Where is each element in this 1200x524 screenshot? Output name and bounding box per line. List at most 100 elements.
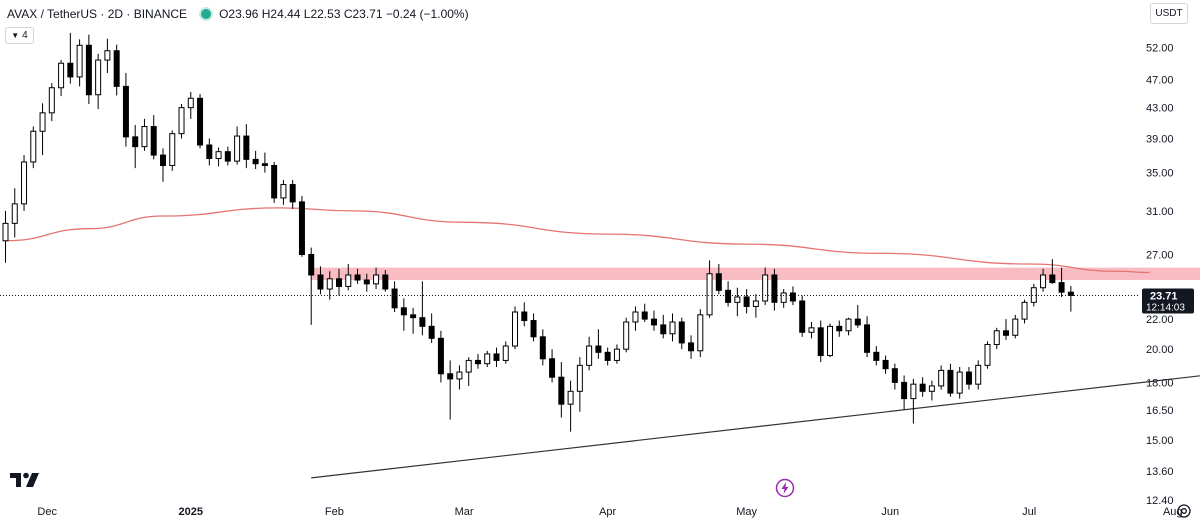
- candle-body-up: [623, 321, 630, 350]
- candle-body-up: [826, 325, 833, 357]
- y-tick-label: 13.60: [1146, 466, 1174, 478]
- tradingview-logo-icon[interactable]: [10, 471, 40, 489]
- y-tick-label: 47.00: [1146, 75, 1174, 87]
- candle-body-down: [363, 279, 370, 285]
- candle-body-down: [437, 337, 444, 375]
- candle-body-up: [39, 112, 46, 132]
- price-axis[interactable]: 52.00 47.00 43.00 39.00 35.00 31.00 27.00 22.00…: [1146, 43, 1174, 507]
- candle-body-up: [1012, 318, 1019, 336]
- candle-body-down: [224, 151, 231, 162]
- price-marker-countdown: 12:14:03: [1146, 302, 1185, 313]
- candle-body-up: [11, 203, 18, 224]
- candle-body-down: [400, 307, 407, 316]
- candle-body-up: [808, 327, 815, 333]
- candles-layer: [2, 32, 1074, 432]
- candle-body-up: [2, 222, 9, 242]
- candle-body-up: [104, 50, 111, 61]
- candle-body-up: [234, 135, 241, 162]
- candle-body-down: [919, 383, 926, 392]
- candle-body-down: [873, 351, 880, 361]
- candle-body-up: [734, 296, 741, 303]
- candle-body-down: [725, 289, 732, 303]
- y-tick-label: 18.00: [1146, 377, 1174, 389]
- candle-body-up: [141, 126, 148, 148]
- candle-body-up: [502, 345, 509, 361]
- candle-body-down: [206, 144, 213, 160]
- candle-body-down: [595, 345, 602, 353]
- candle-body-up: [576, 364, 583, 392]
- y-tick-label: 15.00: [1146, 435, 1174, 447]
- candle-body-down: [1003, 330, 1010, 336]
- candle-body-up: [21, 161, 28, 205]
- candle-body-up: [984, 343, 991, 366]
- candle-body-up: [586, 345, 593, 366]
- candle-body-up: [345, 274, 352, 287]
- symbol-title[interactable]: AVAX / TetherUS · 2D · BINANCE: [7, 7, 188, 21]
- x-tick-label: Apr: [599, 506, 616, 518]
- x-tick-label: Jun: [881, 506, 899, 518]
- candle-body-down: [688, 342, 695, 352]
- candle-body-down: [771, 274, 778, 303]
- candle-body-up: [48, 87, 55, 114]
- candle-body-up: [567, 390, 574, 405]
- indicators-toggle-button[interactable]: ▼ 4: [5, 27, 34, 44]
- y-tick-label: 39.00: [1146, 133, 1174, 145]
- lightning-bolt-icon[interactable]: [775, 478, 795, 498]
- candle-body-up: [928, 385, 935, 392]
- candle-body-up: [169, 133, 176, 166]
- candle-body-down: [474, 359, 481, 365]
- candle-body-down: [549, 358, 556, 378]
- price-marker-value: 23.71: [1150, 290, 1178, 302]
- candle-body-down: [530, 320, 537, 338]
- candle-body-down: [261, 163, 268, 166]
- candle-body-up: [280, 184, 287, 199]
- y-tick-label: 52.00: [1146, 43, 1174, 55]
- trendline-layer: [311, 375, 1200, 479]
- candle-body-down: [85, 44, 92, 96]
- candle-body-down: [521, 311, 528, 322]
- candle-body-down: [391, 288, 398, 309]
- candle-body-down: [660, 324, 667, 335]
- candle-body-up: [613, 348, 620, 361]
- candle-body-down: [428, 325, 435, 339]
- candle-body-up: [669, 321, 676, 335]
- candle-body-down: [132, 136, 139, 148]
- candle-body-down: [308, 253, 315, 276]
- candle-body-down: [298, 201, 305, 255]
- candle-body-up: [30, 130, 37, 163]
- candle-body-down: [197, 97, 204, 146]
- candle-body-up: [187, 97, 194, 109]
- moving-average-line: [5, 207, 1150, 274]
- resistance-zone-layer: [311, 267, 1200, 281]
- settings-gear-icon[interactable]: [1176, 503, 1192, 519]
- candle-body-up: [938, 369, 945, 387]
- y-tick-label: 22.00: [1146, 314, 1174, 326]
- candle-body-down: [650, 318, 657, 326]
- candle-body-down: [836, 325, 843, 332]
- x-tick-label: Jul: [1022, 506, 1036, 518]
- x-tick-label: Dec: [37, 506, 57, 518]
- time-axis[interactable]: Dec2025FebMarAprMayJunJulAugSepOctNov: [37, 506, 1200, 518]
- price-marker-background: [1142, 288, 1194, 314]
- y-tick-label: 31.00: [1146, 206, 1174, 218]
- candle-body-down: [799, 300, 806, 333]
- candle-body-down: [882, 359, 889, 370]
- candle-body-up: [910, 383, 917, 400]
- candle-body-down: [354, 274, 361, 281]
- candle-body-down: [271, 164, 278, 199]
- candle-body-down: [243, 135, 250, 160]
- candle-body-down: [67, 62, 74, 78]
- candle-body-down: [252, 158, 259, 165]
- candle-body-up: [95, 59, 102, 96]
- candle-body-down: [1067, 291, 1074, 296]
- candle-body-up: [1040, 274, 1047, 289]
- candle-body-up: [956, 371, 963, 394]
- candle-body-down: [447, 373, 454, 380]
- ohlc-readout: O23.96 H24.44 L22.53 C23.71 −0.24 (−1.00…: [219, 7, 469, 21]
- candle-body-down: [419, 317, 426, 327]
- candle-body-down: [891, 368, 898, 383]
- currency-button[interactable]: USDT: [1150, 3, 1188, 24]
- candle-body-down: [159, 154, 166, 166]
- candle-body-up: [456, 371, 463, 380]
